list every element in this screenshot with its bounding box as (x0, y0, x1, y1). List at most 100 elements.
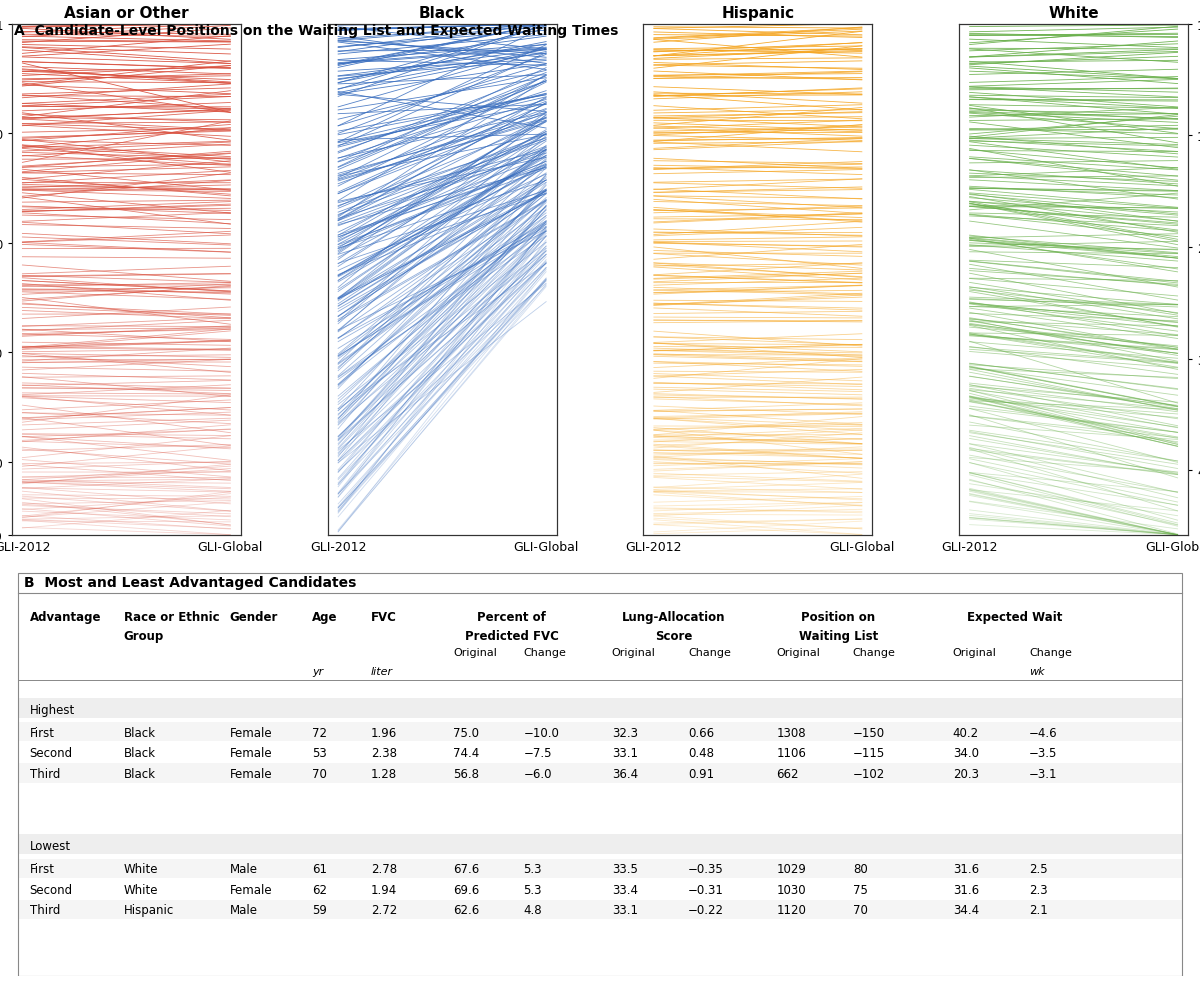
Text: 20.3: 20.3 (953, 767, 979, 780)
Text: 33.4: 33.4 (612, 882, 637, 896)
Text: 31.6: 31.6 (953, 882, 979, 896)
Text: Change: Change (853, 648, 895, 658)
Text: −10.0: −10.0 (523, 726, 559, 739)
Text: Second: Second (30, 746, 73, 759)
Text: yr: yr (312, 667, 323, 676)
Text: 36.4: 36.4 (612, 767, 638, 780)
Text: −0.22: −0.22 (689, 903, 725, 917)
Text: Male: Male (229, 903, 258, 917)
Text: Third: Third (30, 903, 60, 917)
Text: 1.94: 1.94 (371, 882, 397, 896)
Title: White: White (1049, 6, 1099, 21)
Text: Score: Score (655, 629, 692, 642)
Text: −102: −102 (853, 767, 886, 780)
Text: First: First (30, 726, 55, 739)
Text: Lung-Allocation: Lung-Allocation (622, 610, 725, 623)
Text: Race or Ethnic: Race or Ethnic (124, 610, 220, 623)
Text: 34.4: 34.4 (953, 903, 979, 917)
Text: 80: 80 (853, 862, 868, 876)
Text: Second: Second (30, 882, 73, 896)
Text: Female: Female (229, 726, 272, 739)
Text: 62.6: 62.6 (454, 903, 479, 917)
Bar (18, 900, 1182, 919)
Text: 69.6: 69.6 (454, 882, 479, 896)
Text: First: First (30, 862, 55, 876)
Text: 70: 70 (312, 767, 326, 780)
Text: Male: Male (229, 862, 258, 876)
Text: Black: Black (124, 746, 156, 759)
Bar (18, 764, 1182, 783)
Text: 1120: 1120 (776, 903, 806, 917)
Text: 40.2: 40.2 (953, 726, 979, 739)
Text: FVC: FVC (371, 610, 396, 623)
Text: Original: Original (454, 648, 497, 658)
Text: Female: Female (229, 882, 272, 896)
Text: Position on: Position on (802, 610, 875, 623)
Text: Hispanic: Hispanic (124, 903, 174, 917)
Text: wk: wk (1030, 667, 1045, 676)
Text: −4.6: −4.6 (1030, 726, 1058, 739)
Text: 4.8: 4.8 (523, 903, 542, 917)
Text: 662: 662 (776, 767, 799, 780)
Text: −150: −150 (853, 726, 884, 739)
Title: Asian or Other: Asian or Other (64, 6, 188, 21)
Text: −3.5: −3.5 (1030, 746, 1057, 759)
Text: 70: 70 (853, 903, 868, 917)
Text: liter: liter (371, 667, 392, 676)
Text: Third: Third (30, 767, 60, 780)
Text: A  Candidate-Level Positions on the Waiting List and Expected Waiting Times: A Candidate-Level Positions on the Waiti… (14, 24, 619, 37)
Text: 53: 53 (312, 746, 326, 759)
Text: Predicted FVC: Predicted FVC (464, 629, 559, 642)
Text: 33.1: 33.1 (612, 746, 637, 759)
Title: Hispanic: Hispanic (721, 6, 794, 21)
Text: 33.5: 33.5 (612, 862, 637, 876)
Text: 72: 72 (312, 726, 326, 739)
Text: 75.0: 75.0 (454, 726, 479, 739)
Text: 0.48: 0.48 (689, 746, 714, 759)
Text: 59: 59 (312, 903, 326, 917)
Text: −0.31: −0.31 (689, 882, 724, 896)
Text: 1106: 1106 (776, 746, 806, 759)
Text: 2.1: 2.1 (1030, 903, 1048, 917)
Text: Change: Change (523, 648, 566, 658)
Bar (18, 723, 1182, 741)
Text: 5.3: 5.3 (523, 862, 542, 876)
Text: Change: Change (1030, 648, 1072, 658)
Text: −3.1: −3.1 (1030, 767, 1057, 780)
Title: Black: Black (419, 6, 466, 21)
Text: 56.8: 56.8 (454, 767, 479, 780)
Text: Female: Female (229, 746, 272, 759)
Text: 1.28: 1.28 (371, 767, 397, 780)
Text: B  Most and Least Advantaged Candidates: B Most and Least Advantaged Candidates (24, 575, 356, 590)
Text: Expected Wait: Expected Wait (967, 610, 1062, 623)
Text: 0.91: 0.91 (689, 767, 714, 780)
Text: Black: Black (124, 767, 156, 780)
Text: Advantage: Advantage (30, 610, 101, 623)
Text: Black: Black (124, 726, 156, 739)
Text: 2.72: 2.72 (371, 903, 397, 917)
Text: 32.3: 32.3 (612, 726, 637, 739)
Text: Original: Original (953, 648, 997, 658)
Text: Original: Original (776, 648, 821, 658)
Text: 1.96: 1.96 (371, 726, 397, 739)
Text: Gender: Gender (229, 610, 278, 623)
Text: Female: Female (229, 767, 272, 780)
Text: Original: Original (612, 648, 655, 658)
Text: 33.1: 33.1 (612, 903, 637, 917)
Text: −6.0: −6.0 (523, 767, 552, 780)
Text: 5.3: 5.3 (523, 882, 542, 896)
Text: 2.38: 2.38 (371, 746, 397, 759)
Text: 1308: 1308 (776, 726, 806, 739)
Text: Lowest: Lowest (30, 839, 71, 853)
Bar (18, 859, 1182, 878)
Text: 2.78: 2.78 (371, 862, 397, 876)
Text: Age: Age (312, 610, 337, 623)
Text: Highest: Highest (30, 703, 74, 716)
Text: 67.6: 67.6 (454, 862, 479, 876)
Text: 61: 61 (312, 862, 326, 876)
Text: Waiting List: Waiting List (798, 629, 877, 642)
Text: 31.6: 31.6 (953, 862, 979, 876)
Text: −115: −115 (853, 746, 886, 759)
Text: Percent of: Percent of (478, 610, 546, 623)
Text: −7.5: −7.5 (523, 746, 552, 759)
